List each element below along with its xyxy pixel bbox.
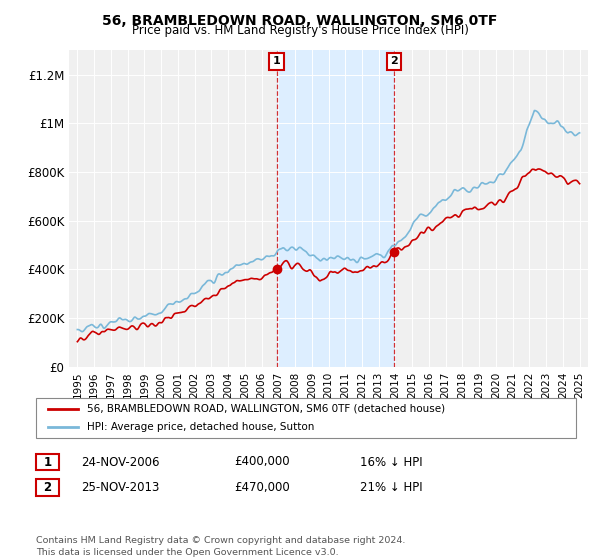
- Bar: [277, 50, 395, 367]
- Text: 24-NOV-2006: 24-NOV-2006: [81, 455, 160, 469]
- Text: 56, BRAMBLEDOWN ROAD, WALLINGTON, SM6 0TF: 56, BRAMBLEDOWN ROAD, WALLINGTON, SM6 0T…: [103, 14, 497, 28]
- Text: 2: 2: [390, 57, 398, 66]
- Text: 56, BRAMBLEDOWN ROAD, WALLINGTON, SM6 0TF (detached house): 56, BRAMBLEDOWN ROAD, WALLINGTON, SM6 0T…: [87, 404, 445, 414]
- Text: 1: 1: [273, 57, 280, 66]
- Text: 1: 1: [43, 455, 52, 469]
- Text: HPI: Average price, detached house, Sutton: HPI: Average price, detached house, Sutt…: [87, 422, 314, 432]
- Text: £400,000: £400,000: [234, 455, 290, 469]
- Text: Price paid vs. HM Land Registry's House Price Index (HPI): Price paid vs. HM Land Registry's House …: [131, 24, 469, 36]
- Text: 25-NOV-2013: 25-NOV-2013: [81, 480, 160, 494]
- Text: £470,000: £470,000: [234, 480, 290, 494]
- Text: 16% ↓ HPI: 16% ↓ HPI: [360, 455, 422, 469]
- Text: Contains HM Land Registry data © Crown copyright and database right 2024.
This d: Contains HM Land Registry data © Crown c…: [36, 536, 406, 557]
- Text: 2: 2: [43, 480, 52, 494]
- Text: 21% ↓ HPI: 21% ↓ HPI: [360, 480, 422, 494]
